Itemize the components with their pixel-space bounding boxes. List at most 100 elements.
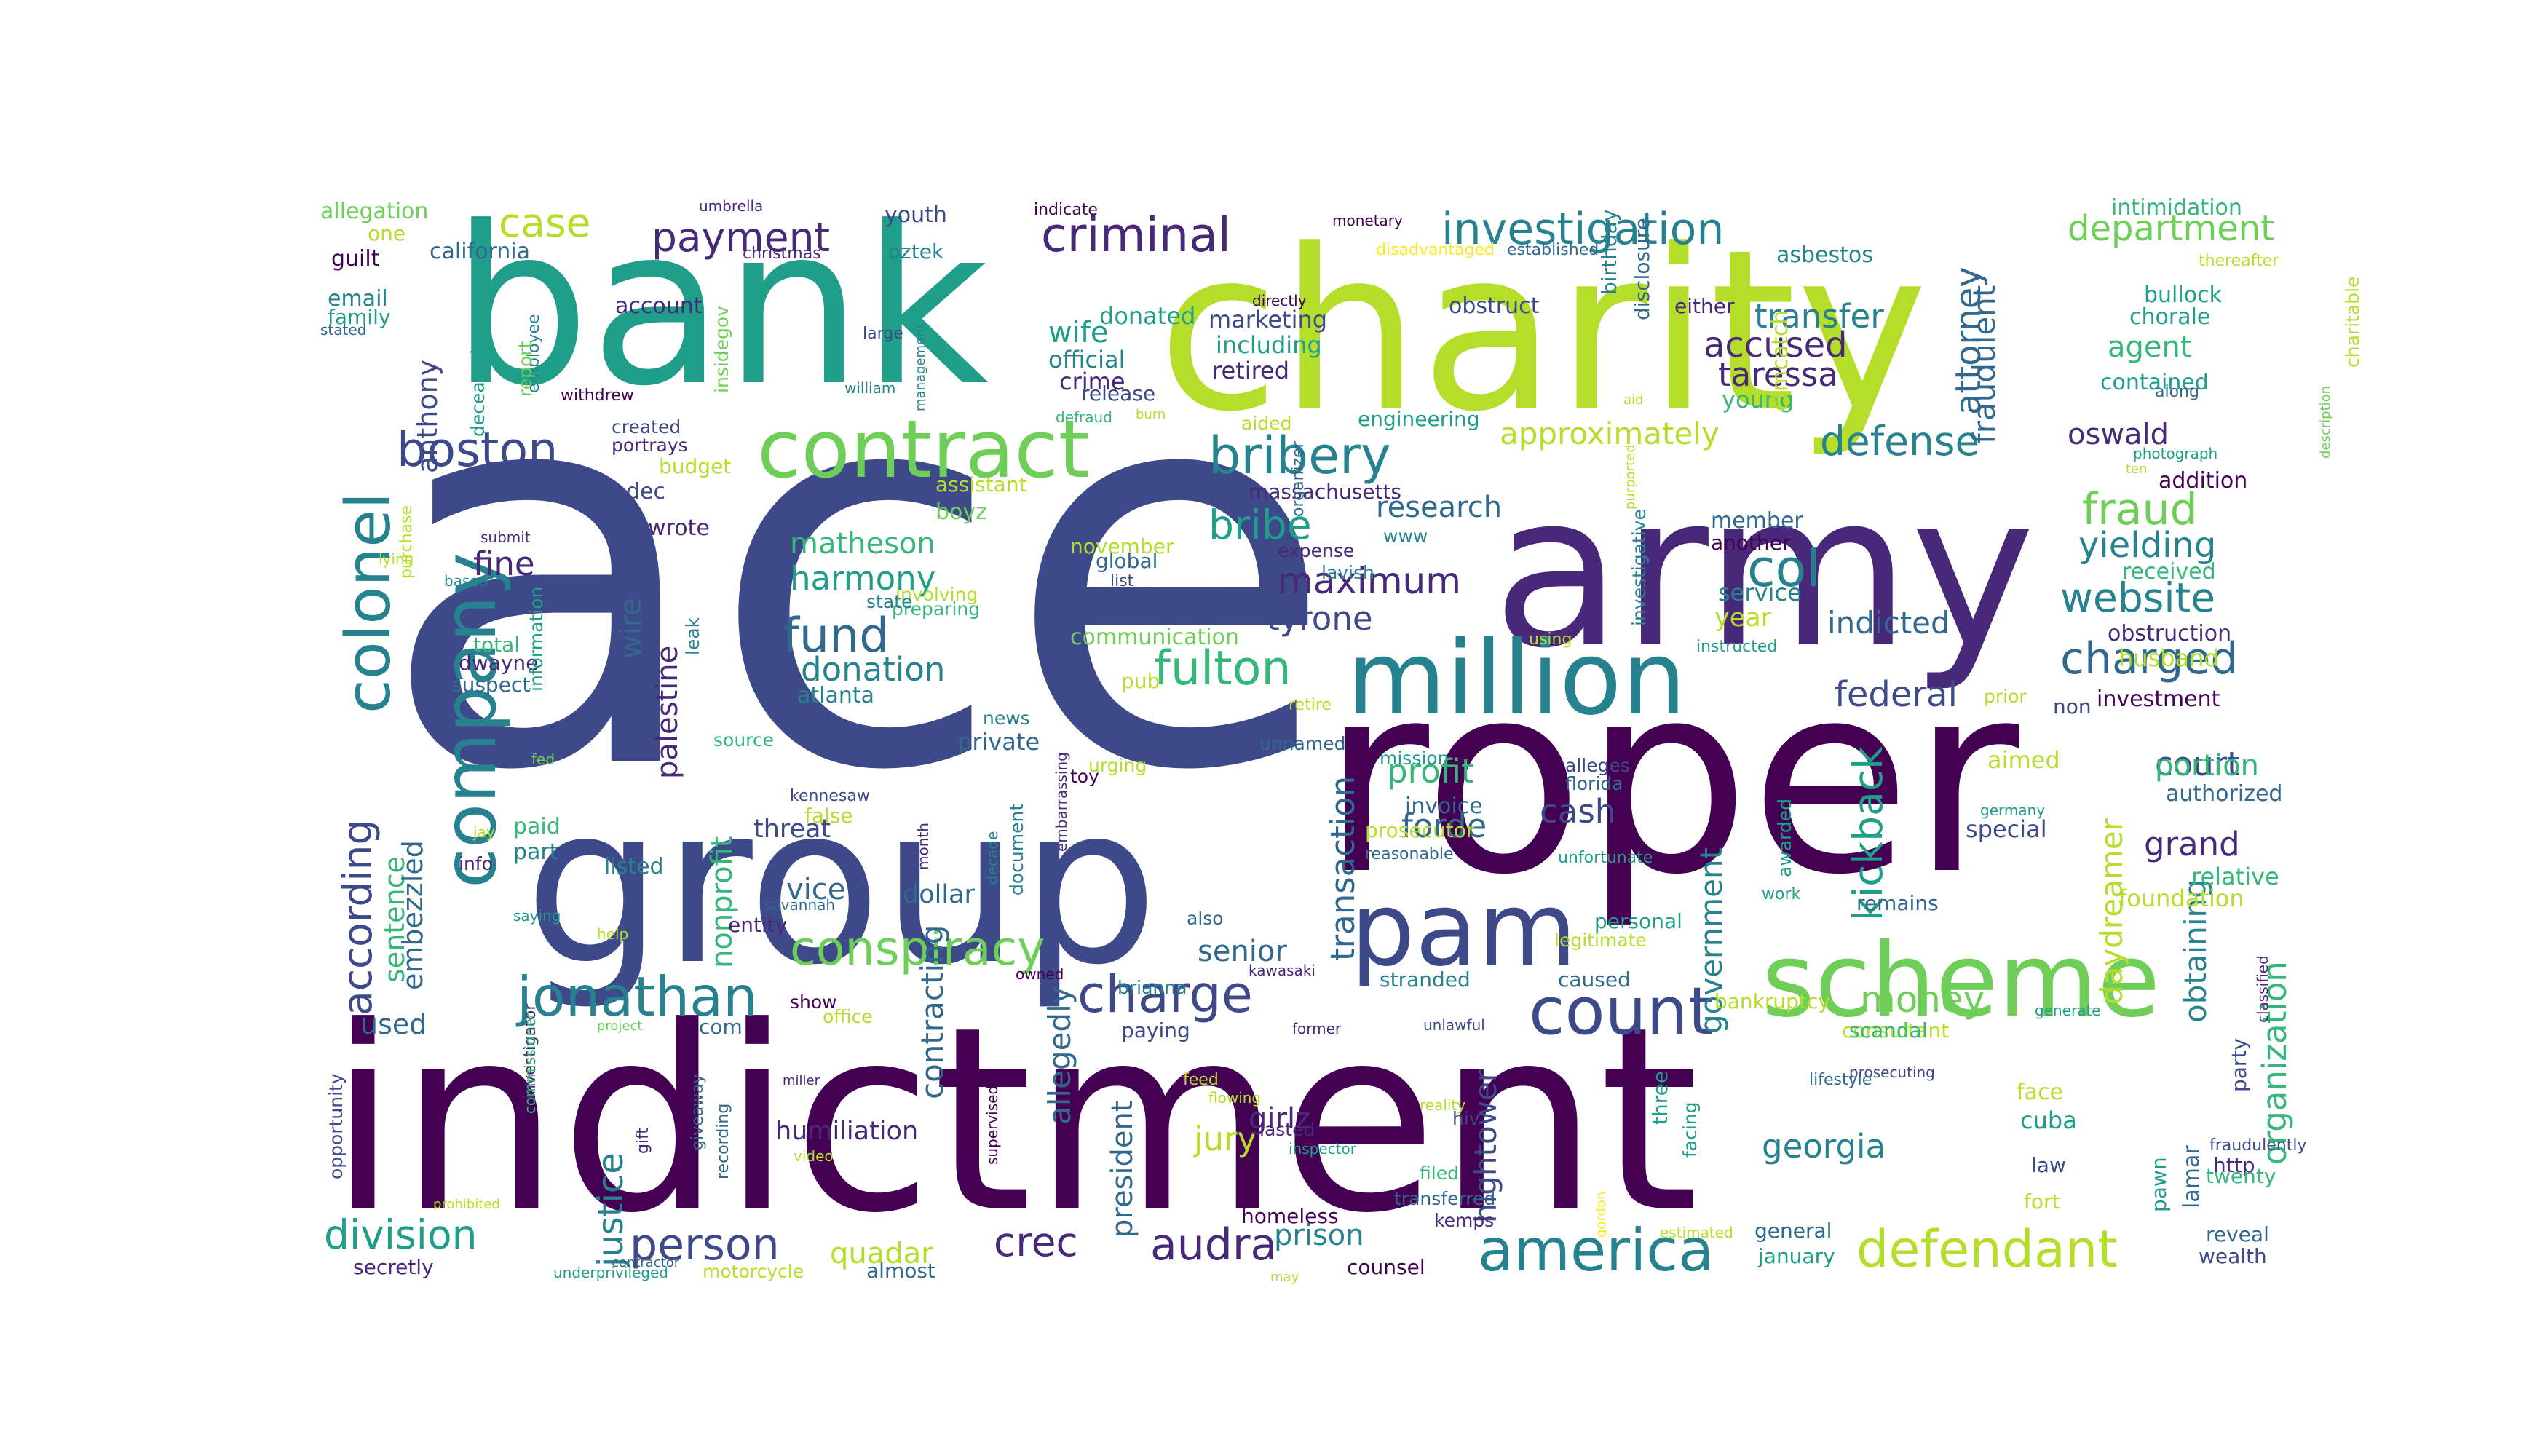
word-burn: burn: [1136, 407, 1166, 422]
word-crec: crec: [994, 1219, 1078, 1265]
word-dollar: dollar: [903, 880, 976, 909]
word-com: com: [699, 1015, 743, 1039]
word-payment: payment: [652, 214, 830, 261]
word-saying: saying: [513, 907, 561, 925]
word-total: total: [473, 633, 520, 657]
word-kennesaw: kennesaw: [790, 787, 870, 805]
word-indicted: indicted: [1827, 605, 1950, 641]
word-false: false: [804, 804, 853, 828]
word-obstruction: obstruction: [2108, 621, 2231, 646]
word-charge: charge: [1077, 965, 1253, 1024]
word-facing: facing: [1679, 1101, 1701, 1158]
word-three: three: [1648, 1071, 1672, 1125]
word-received: received: [2122, 559, 2216, 585]
word-estimated: estimated: [1660, 1224, 1733, 1241]
word-listed: listed: [604, 854, 664, 879]
word-disadvantaged: disadvantaged: [1376, 241, 1495, 259]
word-hightower: hightower: [1468, 1069, 1503, 1223]
word-fed: fed: [531, 751, 555, 768]
word-supervised: supervised: [984, 1085, 1001, 1165]
word-established: established: [1507, 241, 1599, 259]
word-work: work: [1762, 885, 1800, 903]
word-twenty: twenty: [2206, 1164, 2276, 1188]
word-portrays: portrays: [612, 435, 688, 456]
word-november: november: [1070, 534, 1174, 558]
word-prison: prison: [1274, 1219, 1364, 1252]
word-miller: miller: [783, 1073, 820, 1088]
word-crime: crime: [1059, 368, 1125, 395]
word-office: office: [823, 1006, 873, 1027]
word-fraudulent: fraudulent: [1966, 285, 2002, 444]
word-secretly: secretly: [353, 1255, 434, 1279]
word-communication: communication: [1070, 625, 1239, 650]
word-family: family: [328, 305, 390, 329]
word-forde: forde: [1401, 807, 1487, 845]
word-either: either: [1674, 294, 1735, 318]
word-reasonable: reasonable: [1365, 845, 1454, 863]
word-lasted: lasted: [1259, 1119, 1315, 1140]
word-portion: portion: [2155, 749, 2259, 783]
word-contracting: contracting: [914, 925, 950, 1099]
word-project: project: [597, 1018, 642, 1034]
word-cuba: cuba: [2020, 1107, 2077, 1134]
word-guilt: guilt: [331, 246, 380, 272]
word-inspector: inspector: [1289, 1140, 1357, 1158]
word-special: special: [1966, 815, 2047, 843]
word-investigative: investigative: [1629, 509, 1650, 626]
word-obstruct: obstruct: [1449, 293, 1540, 319]
word-involving: involving: [895, 584, 978, 605]
word-government: government: [1693, 847, 1729, 1034]
word-chorale: chorale: [2129, 304, 2210, 330]
word-entity: entity: [728, 913, 787, 937]
word-aimed: aimed: [1987, 746, 2060, 774]
word-army: army: [1492, 449, 2035, 695]
word-information: information: [526, 587, 547, 692]
word-authorized: authorized: [2166, 781, 2282, 807]
word-private: private: [957, 728, 1040, 756]
word-stated: stated: [320, 321, 366, 339]
word-president: president: [1106, 1100, 1139, 1238]
word-including: including: [1216, 331, 1322, 359]
word-motorcycle: motorcycle: [703, 1261, 804, 1282]
word-non: non: [2053, 695, 2092, 719]
word-brianna: brianna: [1117, 977, 1187, 998]
word-wrote: wrote: [648, 515, 710, 541]
word-urging: urging: [1088, 755, 1147, 776]
word-description: description: [2318, 386, 2333, 459]
word-http: http: [2213, 1153, 2255, 1177]
word-florida: florida: [1565, 773, 1623, 794]
word-dec: dec: [626, 479, 665, 505]
word-remains: remains: [1856, 891, 1939, 915]
word-reality: reality: [1420, 1096, 1465, 1114]
word-conspiracy: conspiracy: [790, 922, 1045, 976]
word-fraud: fraud: [2082, 484, 2198, 535]
word-embarrassing: embarrassing: [1053, 752, 1070, 852]
word-month: month: [914, 823, 932, 870]
word-opportunity: opportunity: [325, 1073, 347, 1179]
word-justice: justice: [590, 1152, 631, 1267]
word-kickback: kickback: [1845, 746, 1891, 921]
word-contained: contained: [2100, 370, 2209, 395]
word-submit: submit: [480, 529, 531, 546]
word-palestine: palestine: [651, 646, 684, 779]
word-pub: pub: [1121, 669, 1160, 693]
word-federal: federal: [1835, 674, 1958, 715]
word-fulton: fulton: [1154, 641, 1291, 696]
word-filed: filed: [1420, 1163, 1459, 1184]
word-underprivileged: underprivileged: [553, 1264, 668, 1281]
word-may: may: [1270, 1270, 1299, 1285]
word-contract: contract: [757, 403, 1090, 496]
word-umbrella: umbrella: [699, 197, 763, 215]
word-matheson: matheson: [790, 527, 935, 561]
word-budget: budget: [659, 454, 731, 478]
word-grand: grand: [2144, 825, 2240, 863]
word-account: account: [615, 293, 703, 319]
word-ten: ten: [2126, 462, 2148, 477]
word-state: state: [866, 591, 912, 612]
word-website: website: [2060, 574, 2215, 621]
word-homeless: homeless: [1241, 1204, 1339, 1228]
word-asbestos: asbestos: [1776, 242, 1873, 268]
word-general: general: [1754, 1219, 1832, 1243]
word-lifestyle: lifestyle: [1809, 1071, 1872, 1089]
word-defraud: defraud: [1056, 408, 1112, 426]
